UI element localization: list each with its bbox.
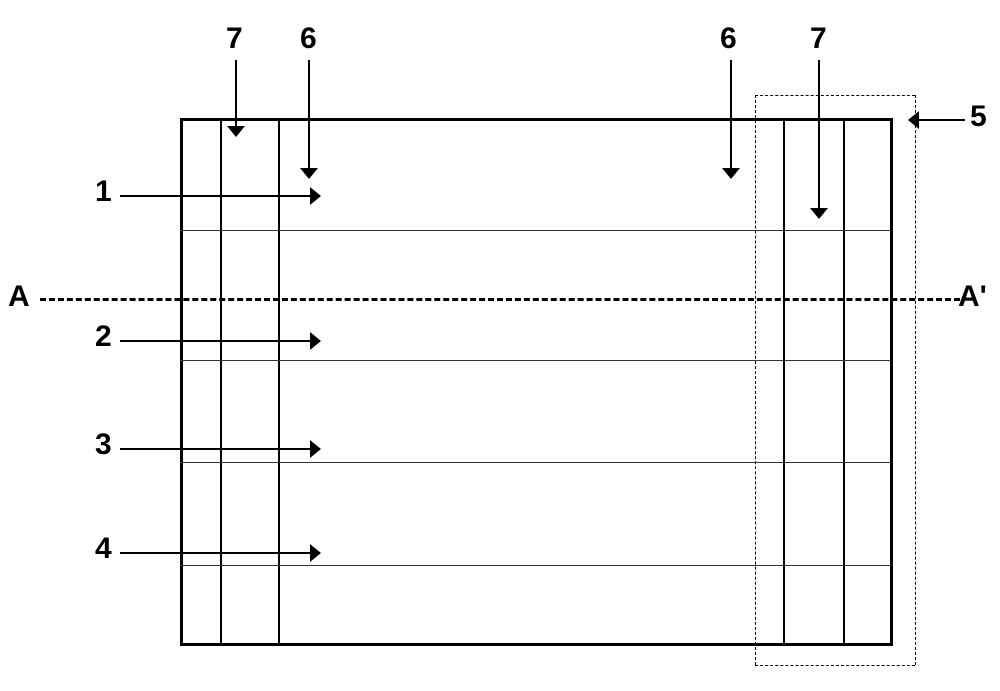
lbl7a: 7 — [226, 22, 243, 56]
lbl6a: 6 — [300, 22, 317, 56]
lbl3: 3 — [95, 428, 112, 462]
lbl6b: 6 — [720, 22, 737, 56]
arr6a-shaft — [308, 60, 310, 175]
arr4-head — [310, 544, 321, 562]
lblA: A — [8, 280, 30, 314]
arr3-shaft — [120, 448, 320, 450]
arr6b-shaft — [730, 60, 732, 175]
arr7b-head — [810, 208, 828, 219]
arr7a-shaft — [235, 60, 237, 133]
arr6b-head — [722, 168, 740, 179]
arr6a-head — [300, 168, 318, 179]
row-line-2 — [180, 360, 890, 361]
lbl2: 2 — [95, 320, 112, 354]
box-left — [180, 118, 183, 646]
dashdot-top — [755, 95, 915, 96]
row-line-1 — [180, 230, 890, 231]
arr7a-head — [227, 126, 245, 137]
dashdot-right — [915, 95, 916, 665]
row-line-3 — [180, 462, 890, 463]
lbl1: 1 — [95, 175, 112, 209]
lblAp: A' — [958, 280, 987, 314]
lbl7b: 7 — [810, 22, 827, 56]
arr2-head — [310, 332, 321, 350]
box-bottom — [180, 643, 890, 646]
dashdot-left — [755, 95, 756, 665]
box-right — [890, 118, 893, 646]
arr7b-shaft — [818, 60, 820, 215]
diagram-stage: 7 6 6 7 1 2 3 4 5 A A' — [0, 0, 1000, 691]
lbl4: 4 — [95, 532, 112, 566]
arr4-shaft — [120, 552, 320, 554]
dashdot-bottom — [755, 665, 915, 666]
arr1-head — [310, 187, 321, 205]
arr3-head — [310, 440, 321, 458]
arr1-shaft — [120, 195, 320, 197]
arr2-shaft — [120, 340, 320, 342]
arr5-head — [908, 111, 919, 129]
section-line — [40, 298, 960, 301]
row-line-4 — [180, 565, 890, 566]
lbl5: 5 — [970, 100, 987, 134]
